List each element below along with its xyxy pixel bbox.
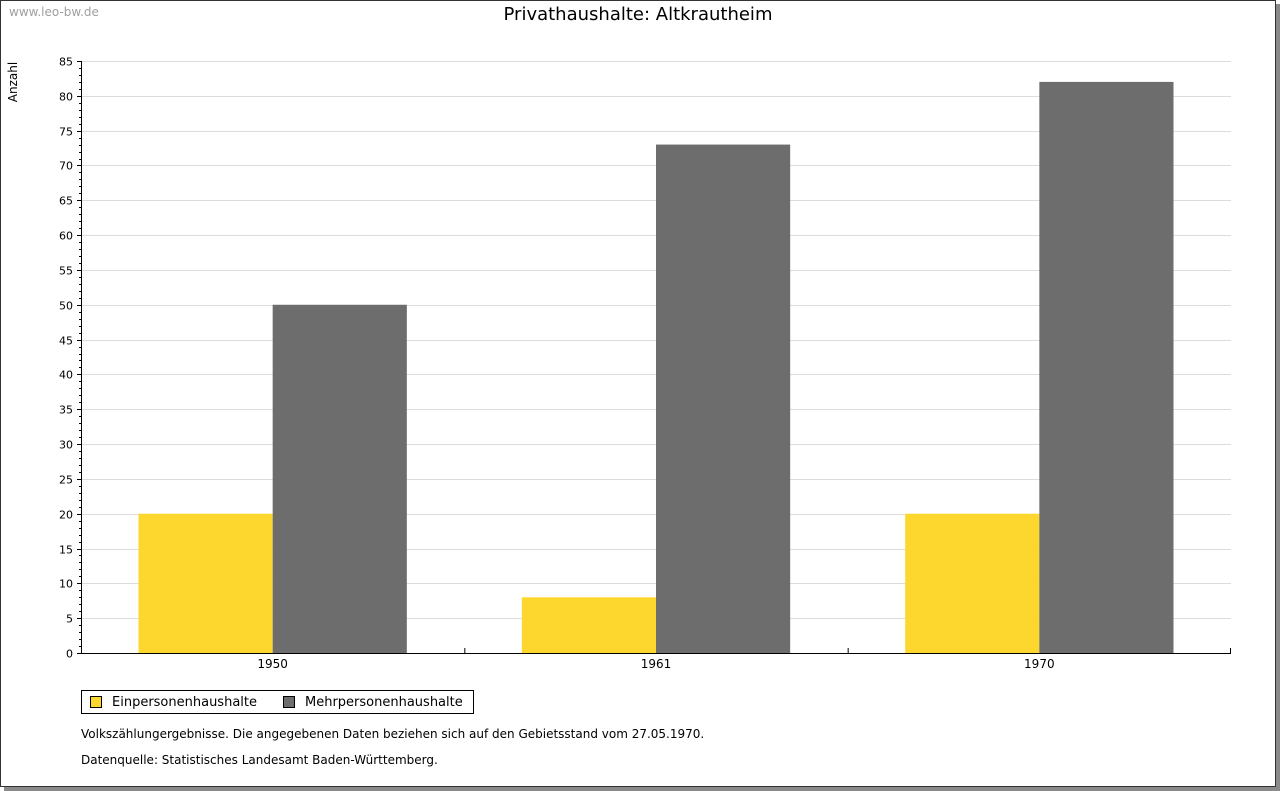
footnote: Volkszählungergebnisse. Die angegebenen … <box>81 727 705 741</box>
x-tick-label: 1961 <box>641 657 672 671</box>
y-tick-label: 75 <box>59 126 73 139</box>
legend-label: Einpersonenhaushalte <box>112 694 257 710</box>
bar-1970-series-0 <box>905 513 1040 653</box>
y-tick-label: 0 <box>66 648 73 661</box>
bars <box>138 81 1174 654</box>
bar-1950-series-1 <box>272 304 407 653</box>
y-tick-label: 15 <box>59 544 73 557</box>
bar-1970-series-1 <box>1039 81 1174 654</box>
legend: Einpersonenhaushalte Mehrpersonenhaushal… <box>81 690 474 714</box>
y-tick-label: 50 <box>59 300 73 313</box>
y-tick-label: 10 <box>59 578 73 591</box>
legend-swatch <box>90 696 102 708</box>
chart-title: Privathaushalte: Altkrautheim <box>503 4 773 25</box>
y-tick-label: 25 <box>59 474 73 487</box>
x-tick-label: 1970 <box>1024 657 1055 671</box>
x-axis-ticks: 1950 1961 1970 <box>257 648 1055 671</box>
y-tick-label: 85 <box>59 56 73 69</box>
y-tick-label: 5 <box>66 613 73 626</box>
x-tick-label: 1950 <box>257 657 288 671</box>
y-tick-label: 55 <box>59 265 73 278</box>
data-source: Datenquelle: Statistisches Landesamt Bad… <box>81 753 438 767</box>
y-tick-label: 70 <box>59 160 73 173</box>
y-tick-label: 65 <box>59 195 73 208</box>
bar-1961-series-0 <box>521 597 656 653</box>
y-tick-label: 30 <box>59 439 73 452</box>
legend-item-einpersonenhaushalte: Einpersonenhaushalte <box>90 695 257 710</box>
watermark: www.leo-bw.de <box>9 5 99 19</box>
y-axis-label: Anzahl <box>6 62 20 102</box>
legend-item-mehrpersonenhaushalte: Mehrpersonenhaushalte <box>283 695 463 710</box>
y-axis-ticks: 0 5 10 15 20 25 30 35 40 45 50 55 60 65 70 75 80 85 <box>59 56 81 661</box>
y-tick-label: 80 <box>59 91 73 104</box>
y-tick-label: 40 <box>59 369 73 382</box>
y-tick-label: 60 <box>59 230 73 243</box>
y-tick-label: 20 <box>59 509 73 522</box>
axes <box>81 61 1231 654</box>
legend-swatch <box>283 696 295 708</box>
bar-1961-series-1 <box>656 144 791 653</box>
y-tick-label: 45 <box>59 335 73 348</box>
legend-label: Mehrpersonenhaushalte <box>305 694 463 710</box>
bar-1950-series-0 <box>138 513 273 653</box>
y-tick-label: 35 <box>59 404 73 417</box>
